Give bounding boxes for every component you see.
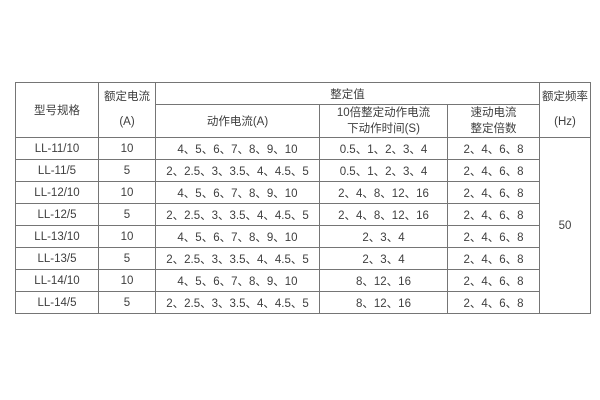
quick-multiple-cell: 2、4、6、8 — [446, 247, 541, 270]
operating-time-cell: 8、12、16 — [319, 269, 448, 292]
header-model: 型号规格 — [15, 82, 99, 138]
spec-table: 型号规格 额定电流 (A) 整定值 额定频率 (Hz) 动作电流(A) 10倍整… — [15, 82, 592, 314]
operating-current-cell: 4、5、6、7、8、9、10 — [155, 225, 320, 248]
table-row: LL-12/10 10 4、5、6、7、8、9、10 2、4、8、12、16 2… — [15, 181, 591, 204]
operating-time-cell: 0.5、1、2、3、4 — [319, 159, 448, 182]
model-cell: LL-11/5 — [15, 159, 99, 182]
quick-multiple-cell: 2、4、6、8 — [446, 225, 541, 248]
model-cell: LL-14/5 — [15, 291, 99, 314]
header-rated-current-line1: 额定电流 — [104, 91, 150, 103]
model-cell: LL-12/5 — [15, 203, 99, 226]
header-quick-multiple-line2: 整定倍数 — [470, 123, 517, 135]
rated-current-cell: 10 — [98, 225, 156, 248]
header-row-sub: 动作电流(A) 10倍整定动作电流 下动作时间(S) 速动电流 整定倍数 — [16, 104, 591, 138]
header-quick-multiple-line1: 速动电流 — [470, 107, 517, 119]
header-operating-time-line2: 下动作时间(S) — [347, 123, 420, 135]
operating-time-cell: 2、4、8、12、16 — [319, 181, 448, 204]
header-quick-multiple: 速动电流 整定倍数 — [446, 104, 541, 138]
model-cell: LL-13/10 — [15, 225, 99, 248]
quick-multiple-cell: 2、4、6、8 — [446, 181, 541, 204]
operating-time-cell: 8、12、16 — [319, 291, 448, 314]
model-cell: LL-14/10 — [15, 269, 99, 292]
header-operating-time: 10倍整定动作电流 下动作时间(S) — [319, 104, 448, 138]
header-rated-frequency-line2: (Hz) — [554, 116, 576, 128]
model-cell: LL-11/10 — [15, 137, 99, 160]
operating-time-cell: 0.5、1、2、3、4 — [319, 137, 448, 160]
rated-current-cell: 5 — [98, 291, 156, 314]
rated-current-cell: 10 — [98, 269, 156, 292]
table-row: LL-11/5 5 2、2.5、3、3.5、4、4.5、5 0.5、1、2、3、… — [15, 159, 591, 182]
operating-current-cell: 4、5、6、7、8、9、10 — [155, 269, 320, 292]
table-row: LL-14/10 10 4、5、6、7、8、9、10 8、12、16 2、4、6… — [15, 269, 591, 292]
table-row: LL-12/5 5 2、2.5、3、3.5、4、4.5、5 2、4、8、12、1… — [15, 203, 591, 226]
operating-time-cell: 2、3、4 — [319, 225, 448, 248]
operating-current-cell: 2、2.5、3、3.5、4、4.5、5 — [155, 247, 320, 270]
operating-current-cell: 2、2.5、3、3.5、4、4.5、5 — [155, 159, 320, 182]
frequency-value-cell: 50 — [539, 137, 592, 314]
rated-current-cell: 5 — [98, 203, 156, 226]
table-row: LL-13/5 5 2、2.5、3、3.5、4、4.5、5 2、3、4 2、4、… — [15, 247, 591, 270]
model-cell: LL-13/5 — [15, 247, 99, 270]
operating-current-cell: 2、2.5、3、3.5、4、4.5、5 — [155, 291, 320, 314]
quick-multiple-cell: 2、4、6、8 — [446, 159, 541, 182]
rated-current-cell: 5 — [98, 247, 156, 270]
quick-multiple-cell: 2、4、6、8 — [446, 203, 541, 226]
header-rated-frequency-line1: 额定频率 — [542, 91, 589, 103]
operating-time-cell: 2、4、8、12、16 — [319, 203, 448, 226]
table-row: LL-11/10 10 4、5、6、7、8、9、10 0.5、1、2、3、4 2… — [15, 137, 592, 314]
operating-current-cell: 4、5、6、7、8、9、10 — [155, 137, 320, 160]
table-row: LL-13/10 10 4、5、6、7、8、9、10 2、3、4 2、4、6、8 — [15, 225, 591, 248]
header-operating-time-line1: 10倍整定动作电流 — [336, 107, 431, 119]
model-cell: LL-12/10 — [15, 181, 99, 204]
table-row: LL-14/5 5 2、2.5、3、3.5、4、4.5、5 8、12、16 2、… — [15, 291, 591, 314]
operating-current-cell: 2、2.5、3、3.5、4、4.5、5 — [155, 203, 320, 226]
header-operating-current: 动作电流(A) — [155, 104, 320, 138]
rated-current-cell: 10 — [98, 137, 156, 160]
operating-current-cell: 4、5、6、7、8、9、10 — [155, 181, 320, 204]
quick-multiple-cell: 2、4、6、8 — [446, 269, 541, 292]
operating-time-cell: 2、3、4 — [319, 247, 448, 270]
rated-current-cell: 10 — [98, 181, 156, 204]
header-row-group: 型号规格 额定电流 (A) 整定值 额定频率 (Hz) — [15, 82, 592, 138]
header-rated-current-line2: (A) — [119, 116, 135, 128]
rated-current-cell: 5 — [98, 159, 156, 182]
header-rated-current: 额定电流 (A) — [98, 82, 156, 138]
quick-multiple-cell: 2、4、6、8 — [446, 137, 541, 160]
header-setting-value: 整定值 — [154, 82, 541, 105]
quick-multiple-cell: 2、4、6、8 — [446, 291, 541, 314]
header-rated-frequency: 额定频率 (Hz) — [539, 82, 592, 138]
